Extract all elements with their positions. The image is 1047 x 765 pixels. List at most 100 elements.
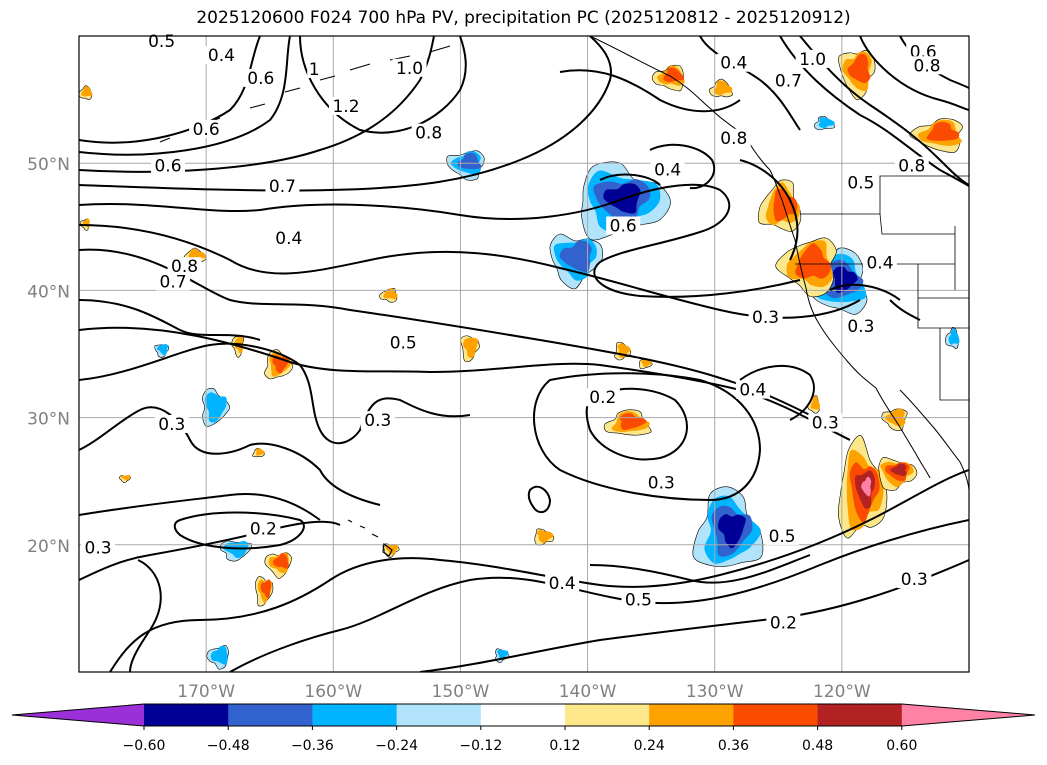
contour-label-background <box>650 160 685 179</box>
contour-label: 0.5 <box>390 334 417 354</box>
contour-label-background <box>771 71 806 90</box>
pv-contour <box>799 36 969 186</box>
negative-precip-anomaly <box>948 328 960 345</box>
negative-precip-anomaly <box>210 645 228 665</box>
contour-label-background <box>910 56 945 75</box>
positive-precip-anomaly <box>641 359 652 368</box>
pv-contour <box>599 173 661 186</box>
pv-contour <box>533 372 762 502</box>
negative-precip-anomaly <box>559 240 592 273</box>
negative-precip-anomaly <box>718 514 746 549</box>
contour-label: 0.5 <box>769 527 796 547</box>
contour-label-background <box>766 613 801 632</box>
contour-label-background <box>545 573 580 592</box>
positive-precip-anomaly <box>810 395 820 410</box>
hawaii-islands <box>347 519 393 557</box>
contour-label: 0.3 <box>812 414 839 434</box>
pv-contour <box>585 387 688 461</box>
positive-precip-anomaly <box>81 86 93 97</box>
latitude-tick-label: 50°N <box>27 155 70 175</box>
contour-label: 0.8 <box>415 124 442 144</box>
map-title: 2025120600 F024 700 hPa PV, precipitatio… <box>196 8 851 28</box>
positive-precip-anomaly <box>890 463 907 477</box>
pv-contour <box>699 36 801 131</box>
contour-label: 1 <box>309 60 320 80</box>
contour-label: 0.3 <box>648 473 675 493</box>
colorbar-tick-label: −0.36 <box>291 738 334 754</box>
pv-contours <box>79 36 969 672</box>
contour-label-background <box>151 156 185 175</box>
colorbar-tick-label: −0.12 <box>459 738 502 754</box>
contour-label-background <box>606 216 641 235</box>
colorbar-tick-label: 0.12 <box>549 738 580 754</box>
colorbar-segment <box>312 704 398 726</box>
longitude-tick-label: 160°W <box>304 682 362 702</box>
contour-label: 1.0 <box>799 50 826 70</box>
pv-contour <box>779 36 969 187</box>
contour-label: 0.4 <box>654 161 681 181</box>
pv-contour <box>559 69 741 113</box>
contour-label: 0.3 <box>752 308 779 328</box>
colorbar-segment <box>817 704 903 726</box>
contour-label-background <box>329 96 363 115</box>
contour-label-background <box>808 413 843 432</box>
positive-precip-anomaly <box>773 188 798 222</box>
contour-label: 0.4 <box>739 381 766 401</box>
pv-contour <box>589 554 811 584</box>
contour-label: 0.4 <box>275 229 302 249</box>
colorbar-tick-label: 0.36 <box>718 738 749 754</box>
positive-precip-anomaly <box>463 337 479 359</box>
precipitation-pc-shading <box>79 50 963 670</box>
pv-contour <box>859 36 969 111</box>
contour-label: 0.3 <box>364 411 391 431</box>
contour-label-background <box>897 570 932 589</box>
contour-label: 0.8 <box>171 257 198 277</box>
positive-precip-anomaly <box>272 553 289 569</box>
pv-contour <box>79 342 471 445</box>
pv-contour <box>173 511 305 550</box>
latitude-tick-label: 30°N <box>27 410 70 430</box>
map-frame <box>78 35 970 673</box>
contour-label: 0.7 <box>775 72 802 92</box>
contour-label-background <box>621 590 656 609</box>
pv-contour <box>79 36 612 192</box>
pv-contour <box>649 143 716 190</box>
positive-precip-anomaly <box>663 67 684 83</box>
baja-california <box>875 387 931 479</box>
negative-precip-anomaly <box>204 392 227 423</box>
positive-precip-anomaly <box>861 476 872 497</box>
contour-label-background <box>748 308 783 327</box>
contour-label-background <box>307 60 322 79</box>
contour-label-background <box>386 333 421 352</box>
contour-label: 0.5 <box>148 32 175 52</box>
contour-label: 0.3 <box>158 415 185 435</box>
contour-label-background <box>189 119 224 138</box>
contour-label-background <box>765 526 800 545</box>
contour-label: 0.3 <box>85 538 112 558</box>
contour-label: 0.6 <box>154 157 181 177</box>
contour-label-background <box>716 53 751 72</box>
positive-precip-anomaly <box>121 474 131 481</box>
contour-label-background <box>271 229 306 248</box>
pv-contour <box>739 159 799 261</box>
contour-label: 0.7 <box>269 177 296 197</box>
colorbar-extend-high <box>901 704 1035 726</box>
pv-contour <box>79 36 291 156</box>
contour-label: 0.6 <box>247 69 274 89</box>
contour-label-background <box>863 253 897 272</box>
positive-precip-anomaly <box>537 529 554 544</box>
positive-precip-anomaly <box>260 579 271 598</box>
contour-label-background <box>360 411 395 430</box>
pv-contour <box>79 406 381 506</box>
contour-label: 1.0 <box>396 59 423 79</box>
contour-label: 0.6 <box>610 217 637 237</box>
contour-label-background <box>154 414 189 433</box>
contour-label-background <box>265 177 300 196</box>
contour-label: 0.5 <box>847 173 874 193</box>
negative-precip-anomaly <box>156 344 169 355</box>
pv-contour <box>79 224 861 319</box>
contour-label: 0.4 <box>866 253 893 273</box>
longitude-tick-label: 130°W <box>686 682 744 702</box>
pv-contour <box>419 559 969 672</box>
